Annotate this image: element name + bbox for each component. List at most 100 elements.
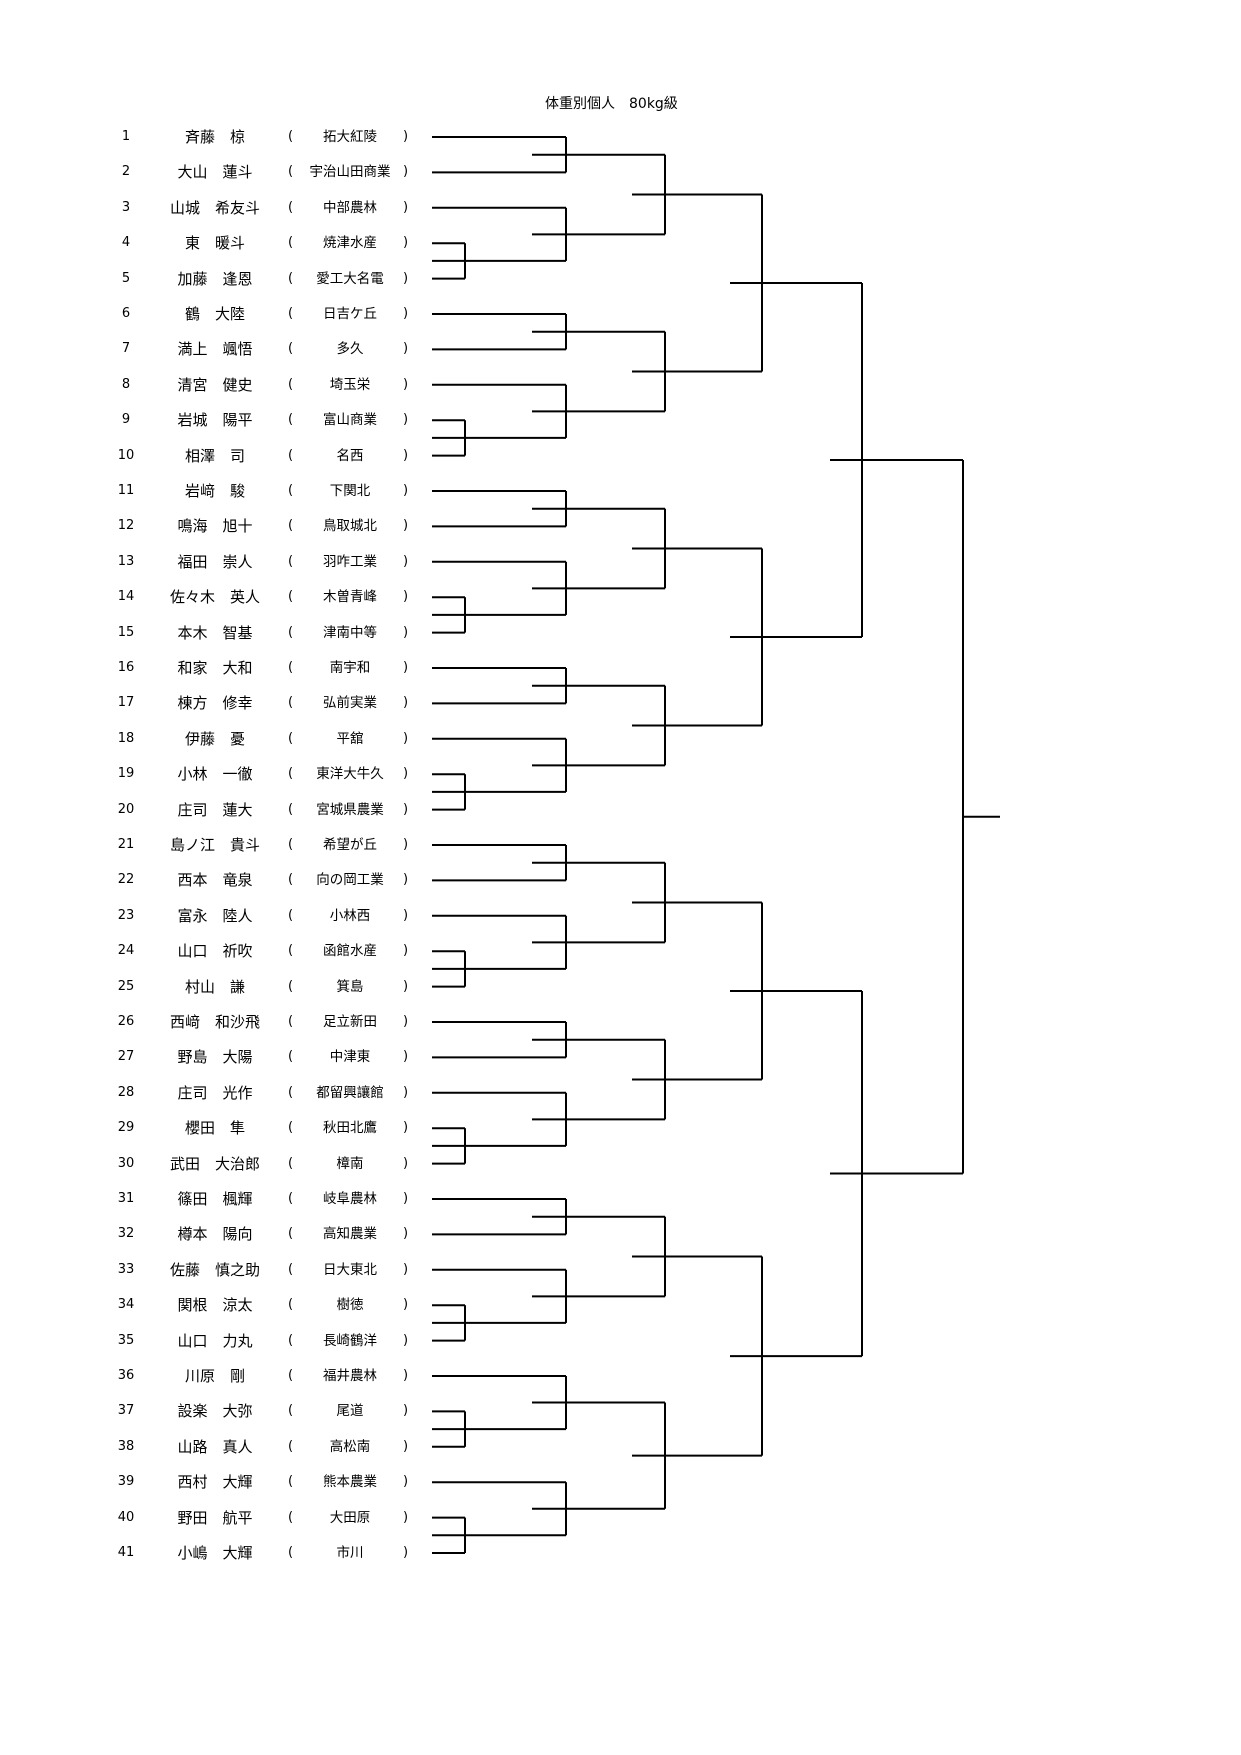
paren-close: ): [403, 270, 409, 286]
athlete-name: 西﨑 和沙飛: [169, 1013, 260, 1031]
school-name: 足立新田: [323, 1014, 377, 1030]
entry-row: 5 加藤 逢恩 (愛工大名電): [0, 268, 430, 290]
entry-row: 14 佐々木 英人 (木曽青峰): [0, 586, 430, 608]
school-name: 平舘: [336, 730, 364, 747]
school-name: 宮城県農業: [316, 801, 384, 818]
athlete-name: 岩﨑 駿: [184, 482, 245, 500]
athlete-name: 満上 颯悟: [177, 340, 253, 359]
school-name: 富山商業: [323, 412, 377, 429]
paren-close: ): [403, 1049, 409, 1065]
paren-close: ): [403, 1438, 409, 1454]
school-name: 津南中等: [323, 624, 377, 641]
athlete-name: 清宮 健史: [177, 375, 253, 394]
athlete-name: 櫻田 隼: [184, 1119, 245, 1138]
entry-row: 19 小林 一徹 (東洋大牛久): [0, 763, 430, 785]
paren-open: (: [288, 341, 294, 357]
entry-row: 21 島ノ江 貴斗 (希望が丘): [0, 834, 430, 856]
athlete-name: 佐々木 英人: [169, 588, 260, 607]
paren-open: (: [288, 235, 294, 251]
athlete-name: 島ノ江 貴斗: [169, 836, 260, 854]
paren-close: ): [403, 766, 409, 782]
athlete-name: 東 暖斗: [184, 234, 245, 253]
paren-close: ): [403, 872, 409, 888]
athlete-name: 棟方 修幸: [177, 694, 253, 713]
paren-open: (: [288, 1120, 294, 1136]
entry-row: 27 野島 大陽 (中津東): [0, 1046, 430, 1068]
paren-open: (: [288, 1014, 294, 1029]
school-name: 南宇和: [329, 660, 371, 676]
paren-close: ): [403, 907, 409, 923]
paren-open: (: [288, 1368, 294, 1383]
entry-row: 34 関根 涼太 (樹徳): [0, 1294, 430, 1316]
athlete-name: 川原 剛: [184, 1367, 245, 1385]
paren-close: ): [403, 553, 409, 569]
entry-row: 41 小嶋 大輝 (市川): [0, 1542, 430, 1564]
paren-open: (: [288, 412, 294, 428]
entry-row: 33 佐藤 慎之助 (日大東北): [0, 1259, 430, 1281]
athlete-name: 本木 智基: [177, 623, 253, 642]
entry-number: 40: [117, 1509, 135, 1525]
entry-number: 30: [117, 1155, 135, 1171]
entry-row: 1 斉藤 椋 (拓大紅陵): [0, 126, 430, 148]
entry-row: 24 山口 祈吹 (函館水産): [0, 940, 430, 962]
paren-open: (: [288, 1509, 294, 1525]
paren-open: (: [288, 518, 294, 534]
paren-open: (: [288, 837, 294, 852]
athlete-name: 庄司 蓮大: [177, 800, 253, 819]
paren-open: (: [288, 1084, 294, 1100]
entry-number: 11: [117, 483, 135, 498]
paren-close: ): [403, 1368, 409, 1383]
entry-row: 8 清宮 健史 (埼玉栄): [0, 374, 430, 396]
paren-close: ): [403, 518, 409, 534]
paren-close: ): [403, 1332, 409, 1348]
athlete-name: 関根 涼太: [177, 1296, 253, 1315]
athlete-name: 西本 竜泉: [177, 871, 253, 890]
entry-row: 37 設楽 大弥 (尾道): [0, 1400, 430, 1422]
entry-number: 35: [117, 1332, 135, 1348]
entry-number: 8: [121, 376, 131, 392]
entry-row: 10 相澤 司 (名西): [0, 445, 430, 467]
paren-open: (: [288, 1438, 294, 1454]
entry-number: 33: [117, 1261, 135, 1277]
paren-close: ): [403, 1155, 409, 1171]
paren-close: ): [403, 1084, 409, 1100]
entry-number: 26: [117, 1014, 135, 1029]
paren-open: (: [288, 943, 294, 959]
athlete-name: 相澤 司: [184, 446, 245, 465]
school-name: 日大東北: [323, 1261, 377, 1278]
entry-row: 17 棟方 修幸 (弘前実業): [0, 692, 430, 714]
paren-open: (: [288, 1191, 294, 1206]
entry-row: 7 満上 颯悟 (多久): [0, 338, 430, 360]
paren-open: (: [288, 589, 294, 605]
paren-open: (: [288, 907, 294, 923]
paren-open: (: [288, 306, 294, 321]
paren-open: (: [288, 553, 294, 569]
entry-row: 30 武田 大治郎 (樟南): [0, 1153, 430, 1175]
paren-close: ): [403, 341, 409, 357]
paren-close: ): [403, 235, 409, 251]
entry-row: 15 本木 智基 (津南中等): [0, 622, 430, 644]
paren-close: ): [403, 730, 409, 746]
paren-close: ): [403, 1509, 409, 1525]
paren-close: ): [403, 660, 409, 675]
school-name: 焼津水産: [323, 235, 377, 252]
paren-open: (: [288, 1155, 294, 1171]
athlete-name: 小林 一徹: [177, 765, 253, 784]
athlete-name: 小嶋 大輝: [177, 1544, 253, 1562]
entry-row: 26 西﨑 和沙飛 (足立新田): [0, 1011, 430, 1033]
paren-close: ): [403, 412, 409, 428]
entry-row: 13 福田 崇人 (羽咋工業): [0, 551, 430, 573]
paren-close: ): [403, 483, 409, 498]
school-name: 拓大紅陵: [323, 129, 377, 145]
paren-close: ): [403, 1474, 409, 1490]
athlete-name: 設楽 大弥: [177, 1402, 253, 1421]
school-name: 鳥取城北: [323, 518, 377, 535]
entry-number: 32: [117, 1226, 135, 1242]
entry-row: 29 櫻田 隼 (秋田北鷹): [0, 1117, 430, 1139]
entry-row: 22 西本 竜泉 (向の岡工業): [0, 869, 430, 891]
paren-close: ): [403, 199, 409, 215]
entry-number: 12: [117, 518, 135, 534]
paren-close: ): [403, 1545, 409, 1560]
entry-row: 28 庄司 光作 (都留興讓館): [0, 1082, 430, 1104]
paren-open: (: [288, 270, 294, 286]
